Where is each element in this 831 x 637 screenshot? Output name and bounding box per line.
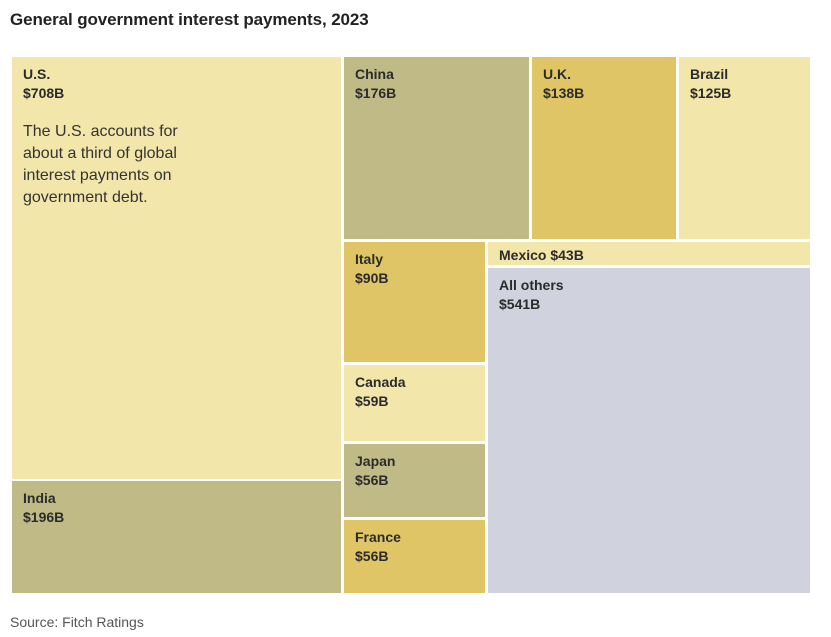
tile-name: Canada bbox=[355, 374, 406, 390]
tile-value: $56B bbox=[355, 548, 389, 564]
tile-name: Brazil bbox=[690, 66, 729, 82]
tile-name: China bbox=[355, 66, 394, 82]
tile-value: $90B bbox=[355, 270, 389, 286]
tile-value: $708B bbox=[23, 85, 65, 101]
tile-value: $56B bbox=[355, 472, 389, 488]
tile-label: Mexico $43B bbox=[499, 247, 584, 263]
treemap-tile-mexico: Mexico $43B bbox=[488, 242, 810, 265]
treemap-tile-u-s: U.S. $708B The U.S. accounts for about a t… bbox=[12, 57, 341, 479]
tile-name: All others bbox=[499, 277, 564, 293]
tile-annotation: The U.S. accounts for about a third of g… bbox=[23, 123, 178, 206]
tile-value: $541B bbox=[499, 296, 541, 312]
treemap-tile-japan: Japan $56B bbox=[344, 444, 485, 517]
tile-value: $176B bbox=[355, 85, 397, 101]
tile-name: U.K. bbox=[543, 66, 571, 82]
treemap-tile-all-others: All others $541B bbox=[488, 268, 810, 593]
tile-value: $125B bbox=[690, 85, 732, 101]
treemap-tile-italy: Italy $90B bbox=[344, 242, 485, 362]
tile-name: Italy bbox=[355, 251, 384, 267]
chart-title: General government interest payments, 20… bbox=[10, 10, 369, 29]
treemap-tile-u-k: U.K. $138B bbox=[532, 57, 676, 239]
tile-value: $138B bbox=[543, 85, 585, 101]
treemap-tile-india: India $196B bbox=[12, 481, 341, 593]
treemap-tile-china: China $176B bbox=[344, 57, 529, 239]
tile-value: $59B bbox=[355, 393, 389, 409]
treemap-tile-brazil: Brazil $125B bbox=[679, 57, 810, 239]
treemap-tile-canada: Canada $59B bbox=[344, 365, 485, 441]
tile-value: $196B bbox=[23, 509, 65, 525]
tile-name: France bbox=[355, 529, 401, 545]
tile-name: India bbox=[23, 490, 56, 506]
tile-name: U.S. bbox=[23, 66, 51, 82]
treemap-tile-france: France $56B bbox=[344, 520, 485, 593]
source-note: Source: Fitch Ratings bbox=[10, 614, 144, 630]
tile-name: Japan bbox=[355, 453, 396, 469]
